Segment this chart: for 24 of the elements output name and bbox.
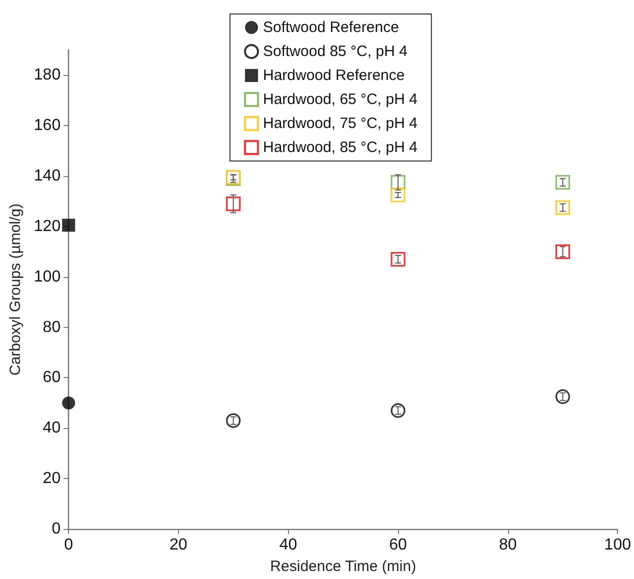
y-tick-label: 80 — [42, 318, 61, 336]
legend-label: Softwood 85 °C, pH 4 — [263, 43, 408, 60]
y-tick-label: 140 — [34, 168, 61, 185]
y-tick-label: 100 — [34, 268, 61, 286]
x-tick-label: 0 — [64, 536, 74, 554]
y-tick-label: 180 — [34, 66, 61, 84]
y-tick-label: 0 — [52, 520, 61, 538]
x-tick-label: 40 — [279, 536, 298, 554]
y-axis-title: Carboxyl Groups (µmol/g) — [7, 203, 24, 376]
y-tick-label: 60 — [42, 369, 61, 386]
legend-label: Hardwood, 65 °C, pH 4 — [263, 91, 418, 108]
x-tick-label: 80 — [498, 536, 517, 554]
y-tick-label: 40 — [42, 420, 61, 437]
x-tick-label: 20 — [170, 536, 188, 554]
legend-label: Softwood Reference — [263, 19, 399, 36]
legend-label: Hardwood, 75 °C, pH 4 — [263, 115, 418, 132]
x-tick-label: 100 — [604, 536, 632, 554]
legend-label: Hardwood, 85 °C, pH 4 — [263, 139, 418, 156]
legend-label: Hardwood Reference — [263, 67, 405, 84]
x-axis-title: Residence Time (min) — [270, 558, 416, 575]
y-tick-label: 20 — [42, 470, 61, 488]
x-tick-label: 60 — [389, 536, 408, 554]
y-tick-label: 160 — [34, 117, 61, 134]
y-tick-label: 120 — [34, 218, 61, 235]
